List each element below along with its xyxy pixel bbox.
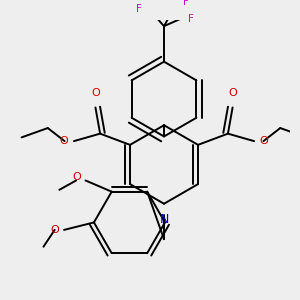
Text: F: F	[136, 4, 142, 14]
Text: O: O	[51, 225, 59, 235]
Text: O: O	[260, 136, 268, 146]
Text: O: O	[60, 136, 68, 146]
Text: O: O	[72, 172, 81, 182]
Text: N: N	[159, 213, 169, 226]
Text: O: O	[228, 88, 237, 98]
Text: F: F	[183, 0, 189, 7]
Text: F: F	[188, 14, 194, 24]
Text: O: O	[91, 88, 100, 98]
